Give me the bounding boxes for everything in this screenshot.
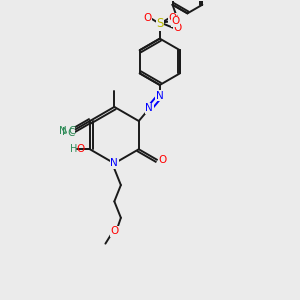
Text: O: O (171, 16, 179, 26)
Text: C: C (68, 126, 76, 136)
Text: N: N (156, 91, 164, 101)
Text: S: S (156, 17, 164, 30)
Text: O: O (76, 144, 84, 154)
Text: N: N (146, 103, 153, 113)
Text: N: N (62, 127, 70, 137)
Text: C: C (67, 128, 74, 138)
Text: H: H (70, 144, 78, 154)
Text: O: O (168, 14, 176, 23)
Text: O: O (158, 155, 166, 165)
Text: O: O (110, 226, 118, 236)
Text: N: N (59, 126, 66, 136)
Text: O: O (143, 14, 152, 23)
Text: O: O (173, 23, 182, 33)
Text: N: N (110, 158, 118, 168)
